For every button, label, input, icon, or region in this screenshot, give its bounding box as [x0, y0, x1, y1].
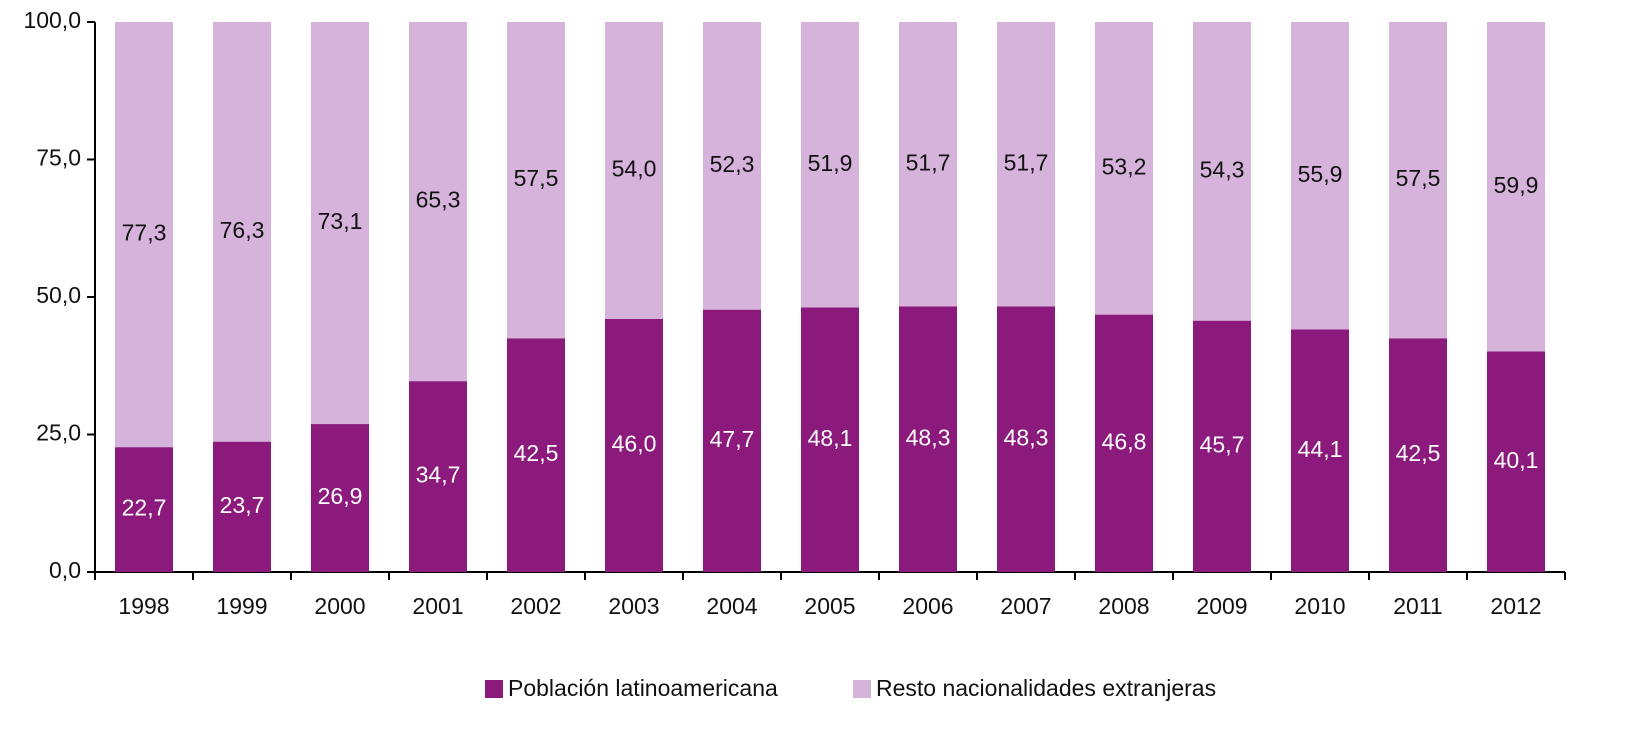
bar-segment [1487, 351, 1545, 572]
data-label: 34,7 [416, 462, 461, 488]
data-label: 48,1 [808, 425, 853, 451]
y-tick-label: 25,0 [36, 420, 81, 446]
bar-segment [605, 22, 663, 319]
bar-segment [899, 306, 957, 572]
x-tick-label: 2007 [1000, 593, 1051, 619]
bar-segment [605, 319, 663, 572]
bar-segment [115, 22, 173, 448]
data-label: 77,3 [122, 220, 167, 246]
bar-segment [311, 424, 369, 572]
x-tick-label: 1998 [118, 593, 169, 619]
data-label: 55,9 [1298, 161, 1343, 187]
x-tick-label: 2000 [314, 593, 365, 619]
x-tick-label: 2008 [1098, 593, 1149, 619]
x-tick-label: 2009 [1196, 593, 1247, 619]
bar-segment [801, 307, 859, 572]
legend-swatch [485, 680, 503, 698]
data-label: 54,0 [612, 156, 657, 182]
data-label: 48,3 [906, 424, 951, 450]
data-label: 57,5 [514, 165, 559, 191]
legend-label: Población latinoamericana [508, 675, 778, 701]
data-label: 42,5 [1396, 440, 1441, 466]
data-label: 48,3 [1004, 424, 1049, 450]
x-tick-label: 2002 [510, 593, 561, 619]
bar-segment [1291, 22, 1349, 330]
bar-segment [703, 22, 761, 310]
data-label: 51,7 [1004, 149, 1049, 175]
bar-segment [507, 338, 565, 572]
bar-segment [409, 381, 467, 572]
data-label: 47,7 [710, 426, 755, 452]
legend-label: Resto nacionalidades extranjeras [876, 675, 1216, 701]
bar-segment [997, 306, 1055, 572]
bar-segment [1291, 329, 1349, 572]
data-label: 73,1 [318, 208, 363, 234]
bar-segment [1389, 338, 1447, 572]
bar-segment [1095, 314, 1153, 572]
data-label: 44,1 [1298, 436, 1343, 462]
data-label: 22,7 [122, 495, 167, 521]
data-label: 46,8 [1102, 428, 1147, 454]
x-tick-label: 2010 [1294, 593, 1345, 619]
bar-segment [311, 22, 369, 425]
bar-segment [899, 22, 957, 307]
y-tick-label: 75,0 [36, 145, 81, 171]
data-label: 52,3 [710, 151, 755, 177]
data-label: 51,7 [906, 149, 951, 175]
data-label: 46,0 [612, 431, 657, 457]
bar-segment [1389, 22, 1447, 339]
data-label: 65,3 [416, 187, 461, 213]
x-tick-label: 2004 [706, 593, 757, 619]
data-label: 45,7 [1200, 431, 1245, 457]
data-label: 76,3 [220, 217, 265, 243]
data-label: 59,9 [1494, 172, 1539, 198]
y-tick-label: 50,0 [36, 282, 81, 308]
data-label: 54,3 [1200, 156, 1245, 182]
bar-segment [213, 441, 271, 572]
x-tick-label: 1999 [216, 593, 267, 619]
x-tick-label: 2003 [608, 593, 659, 619]
x-tick-label: 2005 [804, 593, 855, 619]
data-label: 26,9 [318, 483, 363, 509]
bar-segment [507, 22, 565, 339]
bar-segment [1487, 22, 1545, 352]
data-label: 40,1 [1494, 447, 1539, 473]
data-label: 53,2 [1102, 153, 1147, 179]
data-label: 23,7 [220, 492, 265, 518]
x-tick-label: 2011 [1393, 593, 1442, 619]
legend-swatch [853, 680, 871, 698]
bar-segment [801, 22, 859, 308]
data-label: 42,5 [514, 440, 559, 466]
y-tick-label: 100,0 [23, 7, 81, 33]
bar-segment [1193, 320, 1251, 572]
x-tick-label: 2006 [902, 593, 953, 619]
x-tick-label: 2001 [412, 593, 463, 619]
data-label: 51,9 [808, 150, 853, 176]
bar-segment [409, 22, 467, 382]
bar-segment [997, 22, 1055, 307]
data-label: 57,5 [1396, 165, 1441, 191]
bar-segment [1095, 22, 1153, 315]
y-tick-label: 0,0 [49, 557, 81, 583]
bar-segment [115, 447, 173, 572]
bar-segment [703, 309, 761, 572]
bar-segment [1193, 22, 1251, 321]
bar-segment [213, 22, 271, 442]
x-tick-label: 2012 [1490, 593, 1541, 619]
